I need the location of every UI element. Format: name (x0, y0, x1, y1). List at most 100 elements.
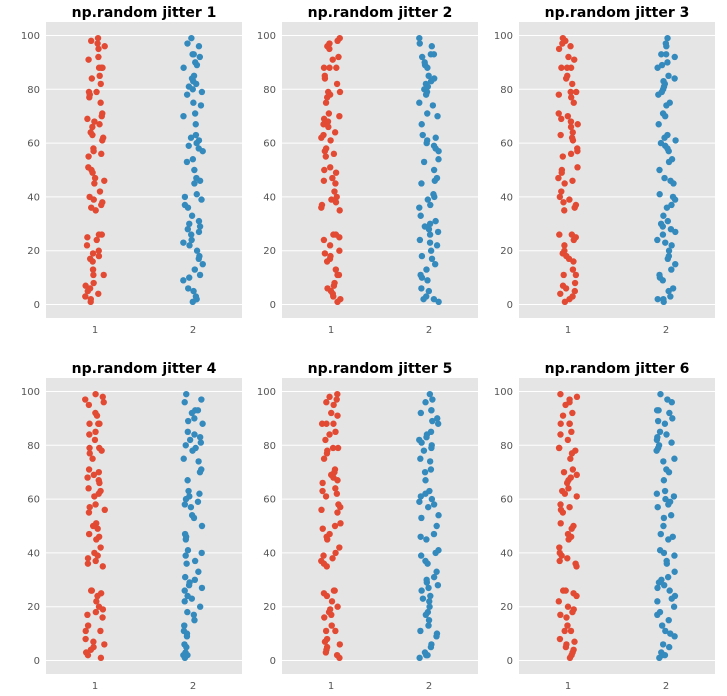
y-tick-label: 0 (507, 300, 513, 311)
point-series-1 (556, 635, 564, 643)
point-series-1 (556, 557, 563, 565)
point-series-1 (573, 493, 580, 500)
y-tick-label: 100 (21, 387, 40, 398)
point-series-2 (434, 228, 442, 236)
point-series-2 (184, 417, 192, 425)
point-series-2 (435, 147, 442, 155)
point-series-1 (336, 234, 343, 241)
point-series-1 (560, 468, 568, 476)
point-series-2 (425, 622, 432, 629)
point-series-2 (186, 274, 193, 281)
subplot-title: np.random jitter 6 (545, 361, 690, 377)
y-tick-label: 80 (27, 85, 40, 96)
subplot-4: 0 20 40 60 80 100 1 2 np.random jitter 4 (21, 361, 242, 692)
y-tick-label: 100 (257, 31, 276, 42)
point-series-1 (324, 536, 331, 543)
point-series-2 (416, 236, 424, 244)
point-series-1 (90, 147, 97, 155)
point-series-2 (672, 137, 679, 144)
point-series-2 (191, 616, 198, 624)
point-series-1 (95, 45, 102, 53)
point-series-1 (322, 493, 330, 500)
point-series-1 (326, 393, 333, 401)
point-series-1 (328, 598, 336, 605)
point-series-2 (181, 399, 188, 406)
point-series-2 (668, 266, 675, 273)
point-series-2 (661, 420, 669, 427)
point-series-2 (180, 112, 187, 120)
point-series-1 (332, 627, 339, 635)
point-series-1 (99, 614, 106, 621)
point-series-1 (326, 64, 333, 71)
point-series-2 (666, 587, 673, 594)
point-series-2 (426, 390, 434, 398)
point-series-1 (328, 611, 335, 618)
point-series-2 (199, 260, 206, 268)
x-tick-label: 2 (663, 681, 669, 692)
point-series-2 (665, 247, 673, 254)
point-series-2 (191, 180, 198, 187)
point-series-1 (333, 490, 341, 497)
point-series-2 (417, 533, 424, 540)
point-series-1 (570, 99, 577, 106)
point-series-2 (426, 603, 433, 610)
point-series-2 (191, 557, 199, 565)
point-series-2 (198, 196, 205, 203)
point-series-2 (429, 396, 436, 403)
point-series-2 (660, 522, 667, 530)
point-series-2 (671, 75, 678, 82)
point-series-2 (424, 110, 431, 117)
point-series-1 (94, 552, 101, 559)
point-series-1 (86, 503, 93, 511)
point-series-2 (435, 156, 442, 163)
point-series-1 (100, 271, 107, 279)
point-series-2 (659, 641, 667, 648)
point-series-2 (195, 43, 203, 50)
point-series-2 (655, 121, 662, 128)
point-series-2 (668, 399, 676, 406)
point-series-2 (665, 72, 672, 80)
point-series-2 (198, 549, 205, 557)
point-series-2 (422, 490, 429, 497)
point-series-1 (566, 503, 573, 511)
y-tick-label: 60 (500, 495, 513, 506)
point-series-1 (332, 266, 340, 273)
point-series-1 (84, 622, 92, 629)
point-series-2 (425, 287, 433, 295)
point-series-2 (182, 536, 190, 543)
point-series-2 (196, 468, 204, 476)
point-series-2 (183, 91, 191, 98)
point-series-2 (198, 584, 206, 592)
point-series-2 (417, 455, 424, 462)
point-series-2 (426, 239, 434, 246)
point-series-2 (186, 436, 194, 444)
point-series-1 (101, 641, 108, 648)
point-series-2 (433, 242, 441, 249)
point-series-1 (326, 242, 334, 249)
point-series-2 (416, 34, 423, 42)
point-series-1 (92, 390, 99, 398)
point-series-2 (199, 420, 206, 427)
point-series-1 (95, 468, 103, 476)
point-series-1 (322, 153, 329, 160)
point-series-2 (665, 616, 672, 624)
point-series-1 (567, 150, 575, 158)
point-series-1 (321, 250, 329, 257)
point-series-2 (196, 223, 204, 230)
y-tick-label: 80 (27, 441, 40, 452)
point-series-1 (334, 412, 341, 419)
point-series-2 (665, 501, 672, 508)
point-series-2 (191, 431, 198, 438)
point-series-2 (663, 431, 670, 438)
point-series-1 (92, 608, 100, 616)
point-series-2 (180, 239, 187, 246)
point-series-2 (654, 611, 661, 618)
point-series-1 (557, 290, 564, 297)
point-series-2 (416, 654, 423, 662)
point-series-2 (662, 239, 669, 246)
point-series-1 (82, 396, 89, 403)
point-series-1 (89, 131, 96, 139)
point-series-1 (323, 94, 331, 101)
point-series-2 (191, 415, 198, 422)
point-series-1 (91, 493, 98, 500)
